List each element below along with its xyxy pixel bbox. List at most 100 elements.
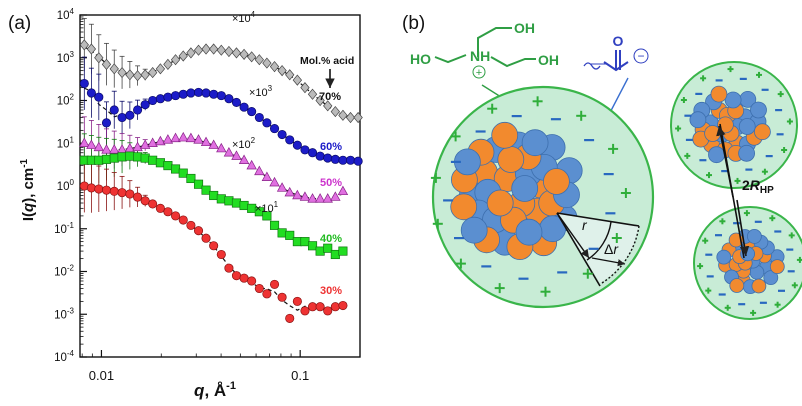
data-point — [193, 44, 204, 56]
data-point — [216, 142, 227, 153]
data-point — [125, 151, 135, 161]
data-point — [209, 43, 219, 55]
data-point — [323, 306, 333, 316]
data-point — [299, 191, 311, 201]
hp-diameter-label: 2RHP — [742, 177, 774, 196]
data-point — [94, 52, 104, 64]
data-point — [285, 135, 295, 145]
core-sphere — [769, 259, 785, 275]
data-point — [338, 300, 348, 311]
data-point — [323, 243, 333, 253]
core-sphere — [738, 144, 755, 162]
data-point — [330, 302, 340, 312]
data-point — [307, 241, 318, 251]
data-point — [292, 74, 303, 86]
data-point — [247, 107, 257, 117]
data-point — [79, 39, 89, 51]
r-label: r — [582, 217, 588, 233]
data-point — [170, 54, 181, 66]
data-point — [315, 151, 325, 161]
data-point — [239, 200, 249, 211]
amine-nh: NH — [470, 48, 490, 64]
hp-arrow-up — [716, 125, 734, 198]
data-point — [285, 313, 295, 323]
sector-edge-lower — [556, 212, 601, 287]
data-point — [86, 88, 96, 98]
data-point — [193, 87, 204, 97]
hp-arrow-down — [736, 199, 750, 257]
data-point — [224, 263, 234, 273]
data-point — [224, 94, 234, 104]
data-point — [132, 70, 143, 82]
data-point — [125, 110, 135, 120]
data-point — [109, 105, 119, 115]
core-spheres-small-bottom — [716, 228, 785, 295]
series-name-label: 50% — [320, 177, 342, 189]
data-point — [277, 292, 287, 302]
data-point — [224, 196, 234, 206]
core-sphere — [729, 278, 745, 293]
carboxylate-o-top: O — [613, 33, 624, 49]
core-sphere — [747, 228, 762, 244]
y-tick-label: 103 — [57, 50, 75, 65]
data-point — [269, 220, 280, 230]
data-point — [315, 94, 325, 107]
y-tick-label: 10-4 — [54, 349, 74, 364]
series-name-label: 40% — [320, 233, 342, 245]
data-point — [269, 61, 280, 73]
data-point — [94, 184, 104, 194]
x-axis-label: q, Å-1 — [194, 380, 236, 400]
core-sphere — [491, 121, 519, 149]
x-axis-ticks: 0.01 0.1 — [81, 350, 361, 383]
data-point — [338, 109, 348, 121]
data-point — [201, 88, 211, 98]
data-point — [170, 132, 181, 143]
data-point — [140, 100, 150, 110]
surface-charges-small-top — [675, 66, 793, 184]
carboxylate-charge-circle — [633, 48, 649, 64]
data-point — [307, 193, 318, 203]
data-point — [171, 211, 181, 221]
data-point — [208, 139, 219, 149]
data-point — [247, 276, 257, 286]
multiplier-label: ×102 — [232, 136, 256, 151]
data-point — [133, 192, 143, 202]
data-point — [186, 173, 196, 184]
data-point — [178, 168, 188, 178]
data-point — [139, 139, 151, 149]
data-point — [209, 89, 219, 99]
multiplier-labels: ×104 ×103 ×102 ×101 — [232, 10, 279, 215]
data-point — [86, 183, 96, 193]
y-tick-label: 10-3 — [54, 306, 74, 321]
data-point — [133, 105, 143, 115]
multiplier-label: ×101 — [255, 200, 279, 215]
data-point — [201, 185, 211, 195]
data-point — [193, 226, 204, 236]
series-labels: 70% 60% 50% 40% 30% — [319, 91, 342, 297]
data-point — [163, 58, 173, 70]
data-point — [247, 51, 257, 63]
amine-oh-top: OH — [514, 20, 535, 36]
core-arc — [586, 221, 612, 261]
data-point — [254, 283, 264, 294]
core-sphere — [704, 125, 721, 142]
data-point — [109, 186, 119, 196]
legend-title: Mol.% acid — [300, 55, 354, 67]
dr-arrow — [591, 257, 626, 267]
series-name-label: 70% — [319, 91, 341, 103]
data-point — [239, 273, 249, 283]
data-point — [109, 144, 120, 154]
data-point — [276, 182, 288, 192]
data-point — [231, 150, 242, 160]
data-point — [337, 185, 349, 196]
data-point — [238, 154, 250, 164]
data-point — [262, 289, 272, 299]
data-point — [216, 249, 226, 260]
data-point — [307, 88, 318, 100]
data-markers — [79, 39, 363, 323]
data-point — [186, 88, 196, 98]
data-point — [307, 148, 318, 158]
data-point — [254, 54, 264, 66]
carboxylate-chain — [583, 62, 601, 70]
